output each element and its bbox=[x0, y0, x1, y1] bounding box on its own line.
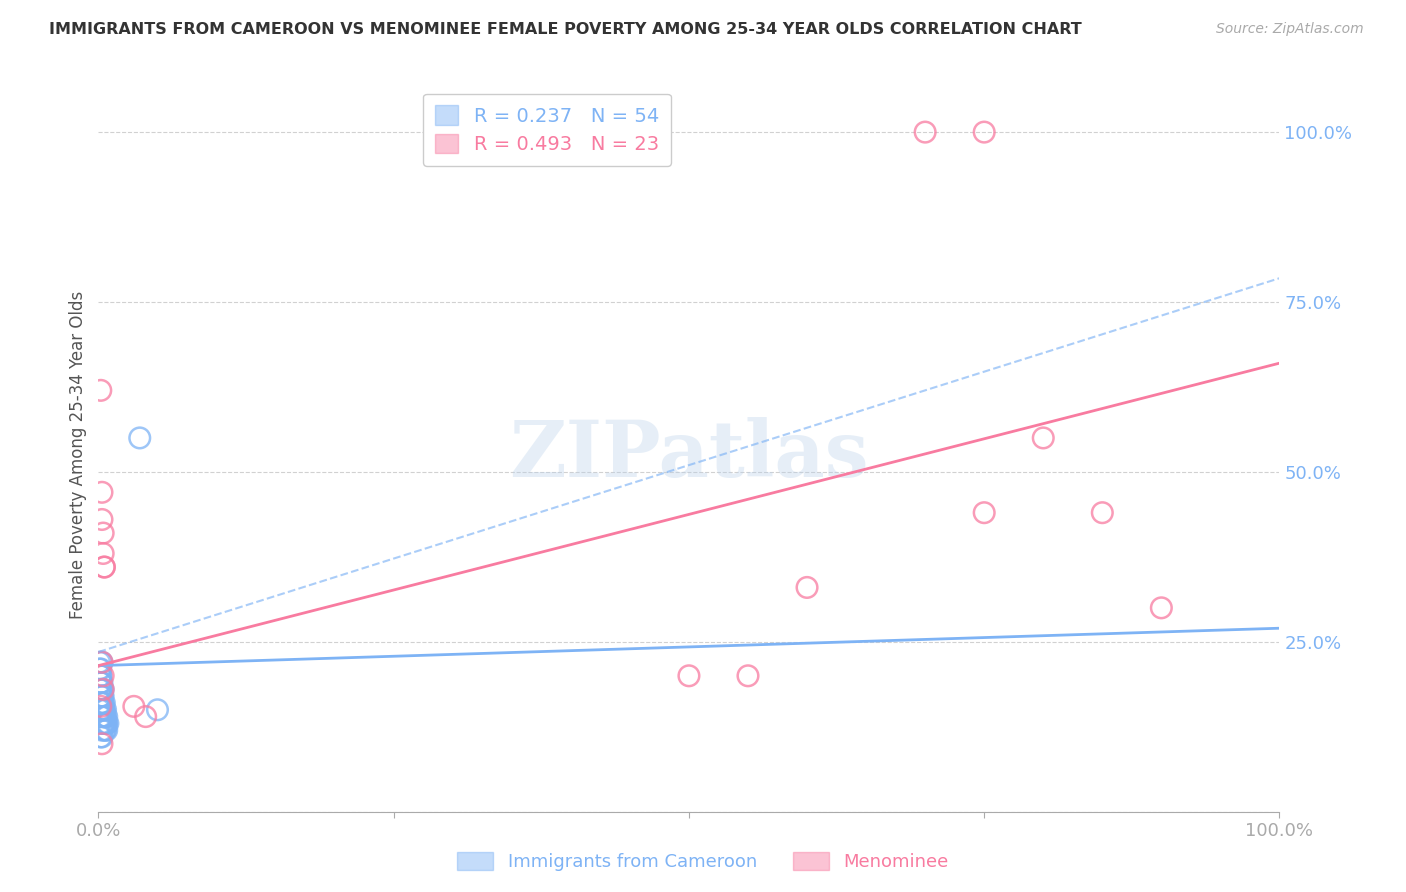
Point bbox=[90, 716, 112, 731]
Point bbox=[96, 716, 118, 731]
Point bbox=[90, 696, 112, 710]
Point bbox=[1150, 600, 1173, 615]
Point bbox=[91, 682, 114, 697]
Point bbox=[973, 125, 995, 139]
Point bbox=[93, 696, 115, 710]
Point bbox=[91, 512, 114, 526]
Point bbox=[89, 682, 111, 697]
Point bbox=[89, 703, 111, 717]
Point bbox=[90, 669, 112, 683]
Point bbox=[91, 709, 114, 723]
Point bbox=[914, 125, 936, 139]
Point bbox=[90, 669, 112, 683]
Point bbox=[90, 689, 112, 703]
Point bbox=[94, 703, 117, 717]
Point bbox=[973, 506, 995, 520]
Point bbox=[89, 655, 111, 669]
Point bbox=[796, 581, 818, 595]
Point bbox=[91, 737, 114, 751]
Point bbox=[91, 723, 114, 738]
Point bbox=[678, 669, 700, 683]
Point bbox=[91, 703, 114, 717]
Point bbox=[91, 716, 114, 731]
Point bbox=[90, 682, 112, 697]
Point bbox=[91, 696, 114, 710]
Point bbox=[135, 709, 157, 723]
Text: Source: ZipAtlas.com: Source: ZipAtlas.com bbox=[1216, 22, 1364, 37]
Point bbox=[90, 699, 112, 714]
Point bbox=[90, 730, 112, 744]
Point bbox=[91, 526, 114, 541]
Point bbox=[90, 675, 112, 690]
Point bbox=[94, 716, 117, 731]
Point bbox=[122, 699, 145, 714]
Point bbox=[91, 703, 114, 717]
Point bbox=[93, 560, 115, 574]
Point bbox=[1091, 506, 1114, 520]
Point bbox=[91, 546, 114, 560]
Point bbox=[91, 709, 114, 723]
Point bbox=[93, 723, 115, 738]
Point bbox=[91, 675, 114, 690]
Point bbox=[93, 703, 115, 717]
Point bbox=[89, 662, 111, 676]
Point bbox=[91, 689, 114, 703]
Point bbox=[737, 669, 759, 683]
Point bbox=[91, 703, 114, 717]
Point bbox=[90, 675, 112, 690]
Point bbox=[146, 703, 169, 717]
Point bbox=[93, 709, 115, 723]
Point bbox=[93, 716, 115, 731]
Point bbox=[91, 682, 114, 697]
Point bbox=[97, 716, 120, 731]
Point bbox=[91, 696, 114, 710]
Point bbox=[94, 716, 117, 731]
Point bbox=[90, 709, 112, 723]
Point bbox=[91, 655, 114, 669]
Text: IMMIGRANTS FROM CAMEROON VS MENOMINEE FEMALE POVERTY AMONG 25-34 YEAR OLDS CORRE: IMMIGRANTS FROM CAMEROON VS MENOMINEE FE… bbox=[49, 22, 1083, 37]
Point bbox=[93, 709, 115, 723]
Point bbox=[91, 682, 114, 697]
Point bbox=[91, 485, 114, 500]
Legend: R = 0.237   N = 54, R = 0.493   N = 23: R = 0.237 N = 54, R = 0.493 N = 23 bbox=[423, 94, 671, 166]
Point bbox=[90, 662, 112, 676]
Point bbox=[91, 655, 114, 669]
Point bbox=[128, 431, 150, 445]
Legend: Immigrants from Cameroon, Menominee: Immigrants from Cameroon, Menominee bbox=[450, 845, 956, 879]
Point bbox=[94, 723, 117, 738]
Point bbox=[91, 730, 114, 744]
Point bbox=[96, 723, 118, 738]
Point bbox=[91, 689, 114, 703]
Y-axis label: Female Poverty Among 25-34 Year Olds: Female Poverty Among 25-34 Year Olds bbox=[69, 291, 87, 619]
Point bbox=[96, 709, 118, 723]
Point bbox=[93, 709, 115, 723]
Point bbox=[91, 703, 114, 717]
Point bbox=[91, 669, 114, 683]
Point bbox=[1032, 431, 1054, 445]
Text: ZIPatlas: ZIPatlas bbox=[509, 417, 869, 493]
Point bbox=[91, 709, 114, 723]
Point bbox=[91, 709, 114, 723]
Point bbox=[91, 689, 114, 703]
Point bbox=[94, 709, 117, 723]
Point bbox=[93, 560, 115, 574]
Point bbox=[90, 384, 112, 398]
Point bbox=[93, 716, 115, 731]
